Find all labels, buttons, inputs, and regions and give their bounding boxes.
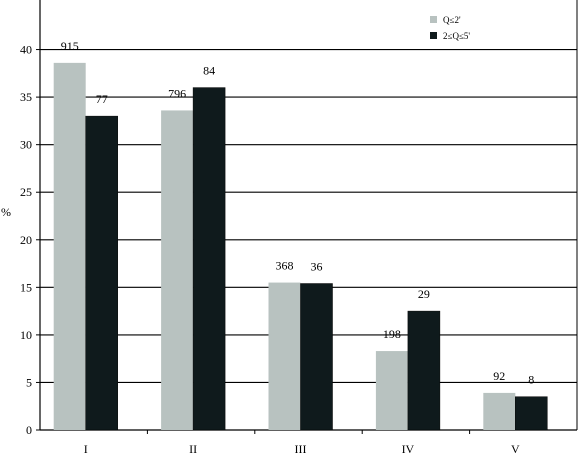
bar-V-series-1 <box>483 392 516 430</box>
data-label: 29 <box>418 287 430 301</box>
bar-II-series-1 <box>161 110 194 430</box>
data-labels: 915 77 796 84 368 36 198 29 92 8 <box>61 39 535 387</box>
data-label: 84 <box>203 64 215 78</box>
legend-label: Q≤2' <box>443 15 461 25</box>
y-tick-label: 25 <box>20 185 32 199</box>
x-tick-label: IV <box>402 442 415 456</box>
bar-I-series-1 <box>53 62 86 430</box>
x-tick-label: II <box>189 442 197 456</box>
y-tick-label: 5 <box>26 375 32 389</box>
x-tick-labels: I II III IV V <box>84 430 520 456</box>
y-tick-label: 20 <box>20 233 32 247</box>
bar-I-series-2 <box>85 115 118 431</box>
legend-label: 2≤Q≤5' <box>443 31 470 41</box>
y-tick-label: 40 <box>20 43 32 57</box>
y-tick-label: 35 <box>20 90 32 104</box>
data-label: 915 <box>61 39 79 53</box>
legend: Q≤2' 2≤Q≤5' <box>430 15 470 41</box>
y-tick-labels: 0 5 10 15 20 25 30 35 40 <box>20 43 40 437</box>
data-label: 198 <box>383 327 401 341</box>
y-tick-label: 0 <box>26 423 32 437</box>
legend-swatch <box>430 16 437 23</box>
y-tick-label: 15 <box>20 280 32 294</box>
bar-III-series-1 <box>268 282 301 430</box>
data-label: 368 <box>276 259 294 273</box>
y-axis-label: % <box>1 205 11 219</box>
data-label: 77 <box>96 92 108 106</box>
data-label: 8 <box>528 373 534 387</box>
bar-IV-series-2 <box>407 310 441 431</box>
x-tick-label: III <box>295 442 307 456</box>
bars <box>53 62 548 431</box>
y-tick-label: 10 <box>20 328 32 342</box>
data-label: 36 <box>311 260 323 274</box>
bar-II-series-2 <box>192 87 226 431</box>
x-tick-label: I <box>84 442 88 456</box>
bar-IV-series-1 <box>375 351 408 430</box>
data-label: 796 <box>168 86 186 100</box>
y-tick-label: 30 <box>20 138 32 152</box>
x-tick-label: V <box>511 442 520 456</box>
bar-III-series-2 <box>300 283 333 431</box>
bar-V-series-2 <box>515 396 548 431</box>
data-label: 92 <box>493 369 505 383</box>
legend-swatch <box>430 32 437 39</box>
